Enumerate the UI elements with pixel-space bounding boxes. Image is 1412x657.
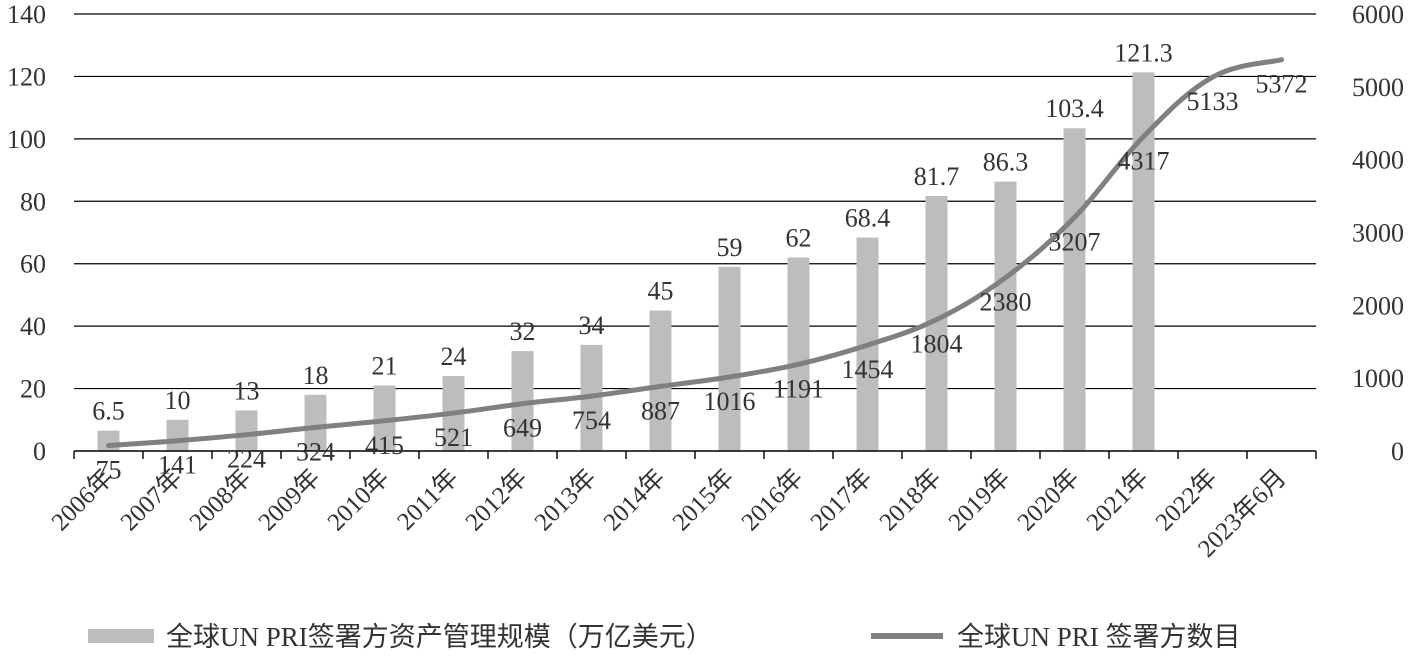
- x-tick-label: 2020年: [1012, 463, 1085, 536]
- x-tick-label: 2016年: [736, 463, 809, 536]
- line-data-label: 1454: [842, 355, 894, 384]
- line-data-label: 415: [365, 431, 404, 460]
- bar-data-label: 34: [579, 311, 605, 340]
- bar: [511, 351, 534, 451]
- bar-data-label: 121.3: [1114, 38, 1173, 67]
- bar-data-label: 18: [303, 361, 329, 390]
- y-right-tick-label: 1000: [1352, 364, 1404, 393]
- y-left-tick-label: 140: [7, 0, 46, 29]
- line-data-label: 1804: [911, 330, 963, 359]
- line-data-label: 3207: [1049, 227, 1101, 256]
- y-right-tick-label: 5000: [1352, 73, 1404, 102]
- bar-data-label: 86.3: [983, 148, 1029, 177]
- line-series: [106, 57, 1284, 449]
- bar: [235, 410, 258, 451]
- y-right-tick-label: 2000: [1352, 291, 1404, 320]
- x-tick-label: 2013年: [529, 463, 602, 536]
- x-tick-label: 2019年: [943, 463, 1016, 536]
- x-tick-label: 2015年: [667, 463, 740, 536]
- y-axis-right: 0 1000 2000 3000 4000 5000 6000: [1352, 0, 1404, 466]
- legend-label-line: 全球UN PRI 签署方数目: [957, 622, 1241, 652]
- y-right-tick-label: 0: [1391, 437, 1404, 466]
- line-data-label: 324: [296, 437, 335, 466]
- bar-data-label: 68.4: [845, 203, 891, 232]
- y-left-tick-label: 60: [20, 250, 46, 279]
- bar-data-label: 59: [717, 233, 743, 262]
- bar: [1132, 72, 1155, 451]
- line-data-label: 887: [641, 396, 680, 425]
- line-data-label: 75: [96, 456, 122, 485]
- bar-data-label: 62: [786, 223, 812, 252]
- line-data-label: 1016: [704, 387, 756, 416]
- y-left-tick-label: 120: [7, 62, 46, 91]
- x-tick-label: 2009年: [253, 463, 326, 536]
- x-tick-label: 2017年: [805, 463, 878, 536]
- bar-data-label: 45: [648, 277, 674, 306]
- x-tick-label: 2007年: [115, 463, 188, 536]
- line-data-label: 1191: [773, 374, 824, 403]
- line-data-label: 141: [158, 451, 197, 480]
- gridlines: [74, 13, 1316, 390]
- bar: [925, 195, 948, 451]
- x-tick-label: 2006年: [46, 463, 119, 536]
- line-data-label: 649: [503, 414, 542, 443]
- x-tick-label: 2021年: [1081, 463, 1154, 536]
- bar-data-label: 24: [441, 342, 467, 371]
- bar-series: [97, 72, 1155, 451]
- y-left-tick-label: 80: [20, 187, 46, 216]
- bar-data-label: 21: [372, 351, 398, 380]
- x-tick-labels: 2006年2007年2008年2009年2010年2011年2012年2013年…: [46, 463, 1292, 562]
- bar: [718, 266, 741, 451]
- x-axis: [73, 450, 1317, 459]
- x-tick-label: 2018年: [874, 463, 947, 536]
- bar: [787, 257, 810, 451]
- y-left-tick-label: 20: [20, 375, 46, 404]
- line-series-path: [106, 57, 1284, 449]
- legend-swatch-bar: [88, 629, 154, 643]
- x-tick-label: 2010年: [322, 463, 395, 536]
- bar-data-label: 10: [165, 386, 191, 415]
- line-data-label: 521: [434, 423, 473, 452]
- line-data-label: 5133: [1187, 87, 1239, 116]
- bar: [994, 181, 1017, 451]
- bar: [373, 385, 396, 451]
- bar-data-label: 81.7: [914, 162, 960, 191]
- x-tick-label: 2012年: [460, 463, 533, 536]
- bar: [649, 310, 672, 451]
- line-data-label: 754: [572, 406, 611, 435]
- bar-data-label: 6.5: [92, 397, 125, 426]
- y-right-tick-label: 4000: [1352, 146, 1404, 175]
- line-data-label: 5372: [1256, 70, 1308, 99]
- y-right-tick-label: 6000: [1352, 0, 1404, 29]
- y-axis-left: 0 20 40 60 80 100 120 140: [7, 0, 46, 466]
- bar: [166, 419, 189, 451]
- line-data-label: 4317: [1118, 147, 1170, 176]
- bar-data-label: 13: [234, 376, 260, 405]
- bar: [304, 394, 327, 451]
- legend: 全球UN PRI签署方资产管理规模（万亿美元） 全球UN PRI 签署方数目: [88, 622, 1241, 652]
- line-data-label: 2380: [980, 288, 1032, 317]
- data-labels: 6.5 10 13 18 21 24 32 34 45 59 62 68.4 81.7 86.3 103.4…: [92, 38, 1307, 484]
- y-left-tick-label: 100: [7, 125, 46, 154]
- x-tick-label: 2014年: [598, 463, 671, 536]
- y-left-tick-label: 0: [33, 437, 46, 466]
- y-right-tick-label: 3000: [1352, 219, 1404, 248]
- bar-data-label: 103.4: [1045, 94, 1104, 123]
- y-left-tick-label: 40: [20, 312, 46, 341]
- legend-label-bar: 全球UN PRI签署方资产管理规模（万亿美元）: [166, 622, 713, 652]
- bar: [1063, 128, 1086, 451]
- x-tick-label: 2011年: [392, 463, 464, 535]
- bar-data-label: 32: [510, 317, 536, 346]
- line-data-label: 224: [227, 445, 266, 474]
